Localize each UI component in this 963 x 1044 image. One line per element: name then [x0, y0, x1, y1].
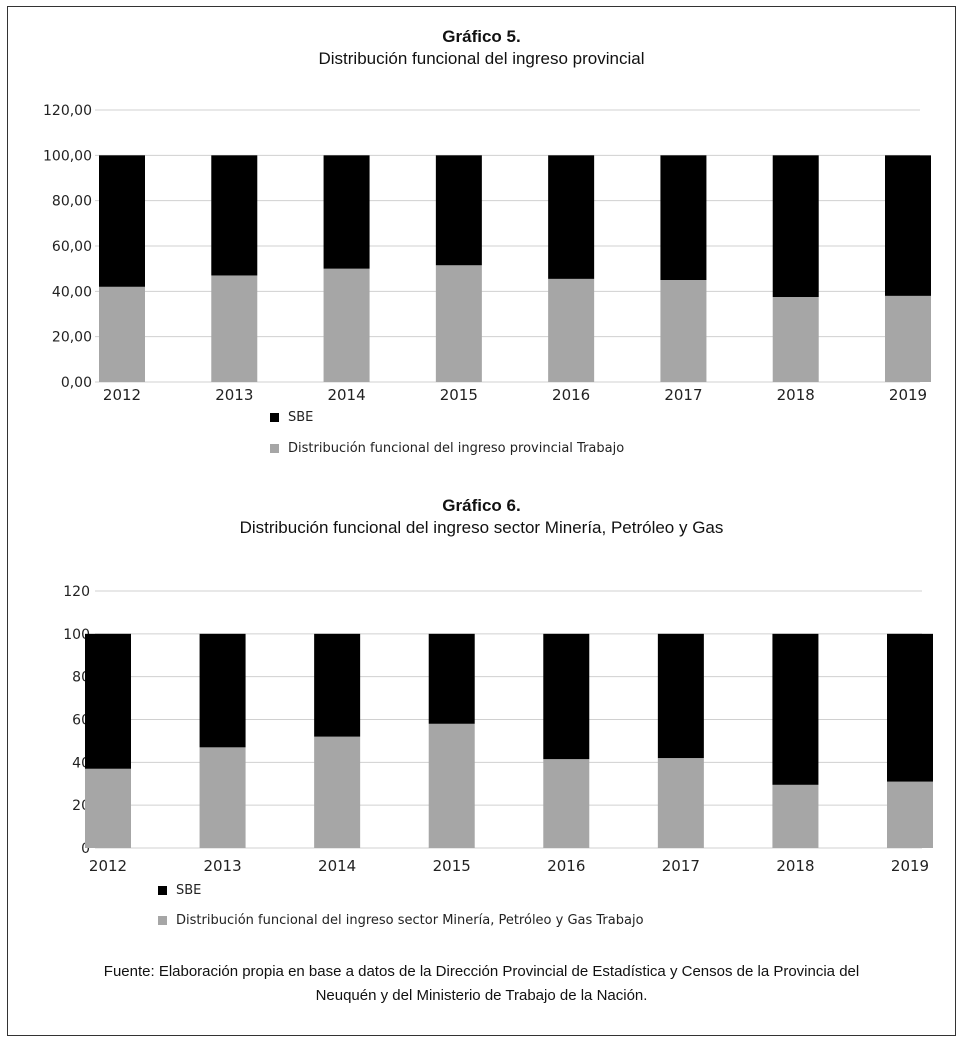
bar-trabajo-2016 [543, 759, 590, 848]
x-tick-label: 2018 [776, 857, 814, 875]
x-tick-label: 2016 [547, 857, 585, 875]
bar-sbe-2012 [99, 155, 145, 287]
y-tick-label: 120 [63, 584, 90, 600]
chart2-title-block: Gráfico 6. Distribución funcional del in… [0, 495, 963, 539]
bar-sbe-2018 [772, 633, 819, 785]
x-tick-label: 2017 [662, 857, 700, 875]
legend-item-trabajo-2: Distribución funcional del ingreso secto… [158, 910, 644, 930]
legend-swatch-trabajo [270, 443, 279, 453]
chart2-subtitle: Distribución funcional del ingreso secto… [239, 518, 724, 537]
bar-sbe-2014 [323, 155, 370, 269]
bar-trabajo-2018 [772, 784, 819, 848]
x-tick-label: 2012 [89, 857, 127, 875]
bar-trabajo-2017 [657, 758, 704, 848]
y-tick-label: 80,00 [52, 194, 92, 210]
source-note: Fuente: Elaboración propia en base a dat… [0, 960, 963, 1008]
legend-swatch-sbe [270, 412, 279, 422]
bar-sbe-2017 [657, 633, 704, 759]
y-tick-label: 60,00 [52, 239, 92, 255]
bar-sbe-2013 [211, 155, 258, 276]
y-tick-label: 100,00 [43, 148, 92, 164]
source-line-2: Neuquén y del Ministerio de Trabajo de l… [315, 987, 648, 1004]
bar-sbe-2013 [199, 633, 246, 748]
bar-sbe-2016 [548, 155, 595, 279]
x-tick-label: 2013 [203, 857, 241, 875]
bar-sbe-2017 [660, 155, 707, 280]
legend-label-sbe: SBE [288, 409, 314, 425]
x-tick-label: 2017 [664, 386, 702, 404]
bar-trabajo-2018 [772, 297, 819, 382]
x-tick-label: 2014 [318, 857, 356, 875]
x-tick-label: 2019 [889, 386, 927, 404]
bar-sbe-2018 [772, 155, 819, 297]
bar-trabajo-2013 [211, 275, 258, 382]
legend-item-trabajo: Distribución funcional del ingreso provi… [270, 438, 624, 458]
legend-label-trabajo: Distribución funcional del ingreso provi… [288, 440, 625, 456]
x-tick-label: 2015 [440, 386, 478, 404]
legend-swatch-trabajo-2 [158, 915, 167, 925]
legend-label-trabajo-2: Distribución funcional del ingreso secto… [176, 912, 644, 928]
chart1-subtitle: Distribución funcional del ingreso provi… [318, 49, 645, 68]
bar-trabajo-2015 [428, 723, 475, 848]
bar-trabajo-2016 [548, 278, 595, 382]
bar-trabajo-2013 [199, 747, 246, 848]
bar-sbe-2019 [887, 633, 933, 782]
bar-sbe-2019 [885, 155, 931, 296]
legend-item-sbe-2: SBE [158, 880, 644, 900]
y-tick-label: 0 [81, 841, 90, 857]
chart1-title-block: Gráfico 5. Distribución funcional del in… [0, 26, 963, 70]
bar-trabajo-2017 [660, 280, 707, 382]
x-tick-label: 2016 [552, 386, 590, 404]
bar-sbe-2015 [428, 633, 475, 724]
x-tick-label: 2012 [103, 386, 141, 404]
source-line-1: Fuente: Elaboración propia en base a dat… [103, 963, 860, 980]
bar-trabajo-2012 [85, 768, 131, 848]
bar-trabajo-2014 [314, 736, 361, 848]
chart1-legend: SBE Distribución funcional del ingreso p… [270, 407, 624, 458]
chart2-legend: SBE Distribución funcional del ingreso s… [158, 880, 644, 930]
bar-trabajo-2014 [323, 268, 370, 382]
chart1-title: Gráfico 5. [442, 27, 521, 46]
legend-item-sbe: SBE [270, 407, 624, 427]
chart1-plot: 0,00 20,00 40,00 60,00 80,00 100,00 120,00 2012… [43, 103, 931, 404]
y-tick-label: 100 [63, 627, 90, 643]
bar-sbe-2012 [85, 633, 131, 769]
x-tick-label: 2019 [891, 857, 929, 875]
bar-trabajo-2012 [99, 286, 145, 382]
bar-trabajo-2015 [435, 265, 482, 382]
x-tick-label: 2015 [433, 857, 471, 875]
x-tick-label: 2014 [327, 386, 365, 404]
x-tick-label: 2018 [777, 386, 815, 404]
x-tick-label: 2013 [215, 386, 253, 404]
legend-swatch-sbe-2 [158, 885, 167, 895]
legend-label-sbe-2: SBE [176, 882, 202, 898]
chart2-title: Gráfico 6. [442, 496, 521, 515]
y-tick-label: 120,00 [43, 103, 92, 119]
bar-sbe-2015 [435, 155, 482, 266]
y-tick-label: 0,00 [61, 375, 92, 391]
y-tick-label: 20,00 [52, 330, 92, 346]
y-tick-label: 40,00 [52, 284, 92, 300]
bar-sbe-2014 [314, 633, 361, 737]
bar-sbe-2016 [543, 633, 590, 760]
bar-trabajo-2019 [887, 781, 933, 848]
bar-trabajo-2019 [885, 295, 931, 382]
